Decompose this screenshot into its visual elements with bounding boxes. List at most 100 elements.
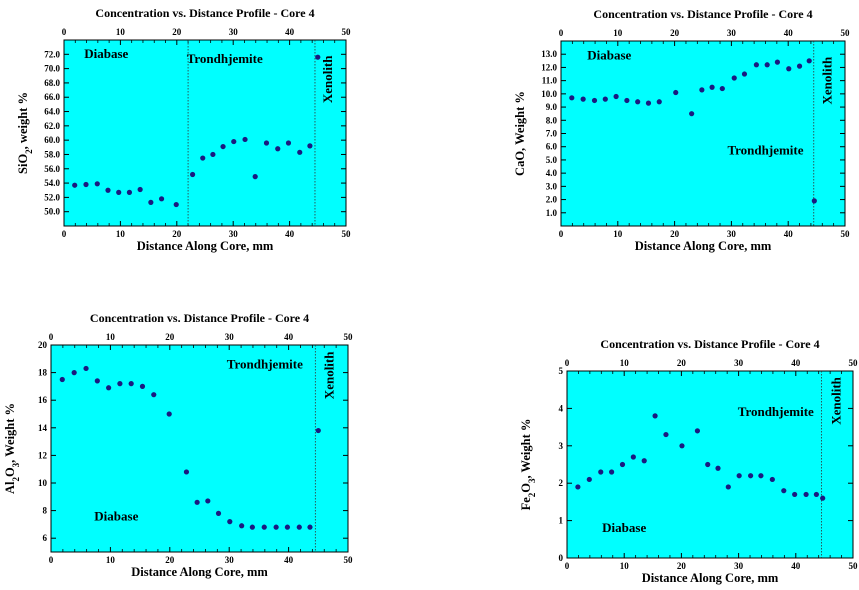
panel-cao: Concentration vs. Distance Profile - Cor… xyxy=(513,7,850,253)
data-point xyxy=(242,136,248,143)
data-point xyxy=(796,63,803,69)
data-point xyxy=(59,376,65,383)
y-tick-label: 58.0 xyxy=(44,149,60,159)
data-point xyxy=(166,411,172,417)
y-axis-label-subscript: 3 xyxy=(11,462,21,467)
data-point xyxy=(151,392,157,398)
x-tick-label-top: 0 xyxy=(49,332,54,342)
x-tick-label-top: 50 xyxy=(344,332,354,342)
x-tick-label-top: 30 xyxy=(727,28,737,38)
x-tick-label-top: 0 xyxy=(559,28,564,38)
y-tick-label: 68.0 xyxy=(44,78,60,88)
plot-area xyxy=(50,344,349,553)
y-tick-label: 50.0 xyxy=(44,207,60,217)
data-point xyxy=(705,461,711,468)
plot-area xyxy=(560,40,846,227)
x-tick-label-top: 50 xyxy=(841,28,851,38)
y-axis-label: Fe2O3, Weight % xyxy=(519,419,537,511)
data-point xyxy=(263,140,270,146)
zone-label: Xenolith xyxy=(320,55,335,103)
zone-label: Xenolith xyxy=(819,56,834,104)
x-axis-label: Distance Along Core, mm xyxy=(642,571,779,585)
data-point xyxy=(71,370,77,376)
y-tick-label: 10 xyxy=(38,478,48,488)
data-point xyxy=(725,484,731,490)
x-tick-label: 10 xyxy=(613,229,623,239)
y-tick-label: 13.0 xyxy=(541,49,557,59)
data-point xyxy=(215,510,222,516)
x-tick-label-top: 20 xyxy=(677,358,687,368)
data-point xyxy=(569,95,575,101)
y-tick-label: 4 xyxy=(559,403,564,413)
data-point xyxy=(83,365,89,372)
data-point xyxy=(173,201,179,208)
x-tick-label-top: 50 xyxy=(849,358,859,368)
x-tick-label-top: 40 xyxy=(784,28,794,38)
panel-fe2o3: Concentration vs. Distance Profile - Cor… xyxy=(519,337,858,585)
x-tick-label: 10 xyxy=(106,555,116,565)
zone-label: Xenolith xyxy=(322,351,337,399)
data-point xyxy=(315,54,321,60)
y-tick-label: 11.0 xyxy=(542,76,558,86)
x-tick-label-top: 40 xyxy=(285,27,295,37)
x-tick-label: 30 xyxy=(229,229,239,239)
x-tick-label: 30 xyxy=(727,229,737,239)
y-tick-label: 4.0 xyxy=(546,168,558,178)
data-point xyxy=(106,385,112,391)
data-point xyxy=(116,189,122,195)
data-point xyxy=(297,149,303,155)
x-tick-label-top: 10 xyxy=(620,358,630,368)
y-tick-label: 2.0 xyxy=(546,195,558,205)
y-tick-label: 1.0 xyxy=(546,208,558,218)
x-tick-label: 50 xyxy=(342,229,352,239)
data-point xyxy=(205,498,211,504)
y-axis-label-part: Fe xyxy=(519,497,533,511)
data-point xyxy=(239,523,245,529)
y-tick-label: 12 xyxy=(38,450,48,460)
data-point xyxy=(261,524,267,530)
data-point xyxy=(252,174,258,180)
y-tick-label: 5.0 xyxy=(546,155,558,165)
data-point xyxy=(764,62,770,68)
panel-sio2: Concentration vs. Distance Profile - Cor… xyxy=(16,6,351,253)
data-point xyxy=(811,198,817,204)
data-point xyxy=(137,186,143,193)
x-axis-label: Distance Along Core, mm xyxy=(131,565,268,579)
data-point xyxy=(624,97,630,104)
data-point xyxy=(709,84,715,90)
x-tick-label: 20 xyxy=(677,561,687,571)
data-point xyxy=(126,189,133,195)
x-tick-label: 40 xyxy=(791,561,801,571)
chart-title: Concentration vs. Distance Profile - Cor… xyxy=(593,7,812,21)
data-point xyxy=(231,138,237,145)
chart-title: Concentration vs. Distance Profile - Cor… xyxy=(90,311,309,325)
x-axis-label: Distance Along Core, mm xyxy=(137,239,274,253)
data-point xyxy=(227,519,233,525)
zone-label: Trondhjemite xyxy=(727,143,803,158)
data-point xyxy=(748,473,754,479)
x-tick-label: 0 xyxy=(49,555,54,565)
data-point xyxy=(741,71,748,77)
x-tick-label: 50 xyxy=(849,561,859,571)
data-point xyxy=(731,75,737,81)
y-tick-label: 9.0 xyxy=(546,102,558,112)
x-tick-label-top: 0 xyxy=(565,358,570,368)
x-tick-label-top: 50 xyxy=(342,27,352,37)
y-tick-label: 0 xyxy=(559,553,564,563)
data-point xyxy=(285,140,292,146)
panel-al2o3: Concentration vs. Distance Profile - Cor… xyxy=(3,311,353,579)
data-point xyxy=(580,96,586,102)
y-tick-label: 5 xyxy=(559,366,564,376)
x-tick-label: 40 xyxy=(285,229,295,239)
y-tick-label: 12.0 xyxy=(541,62,557,72)
data-point xyxy=(94,181,100,187)
data-point xyxy=(200,155,206,161)
data-point xyxy=(774,59,781,65)
x-tick-label: 10 xyxy=(116,229,126,239)
data-point xyxy=(813,491,819,498)
y-tick-label: 18 xyxy=(38,368,48,378)
x-tick-label-top: 20 xyxy=(172,27,182,37)
data-point xyxy=(183,469,190,475)
y-tick-label: 16 xyxy=(38,395,48,405)
